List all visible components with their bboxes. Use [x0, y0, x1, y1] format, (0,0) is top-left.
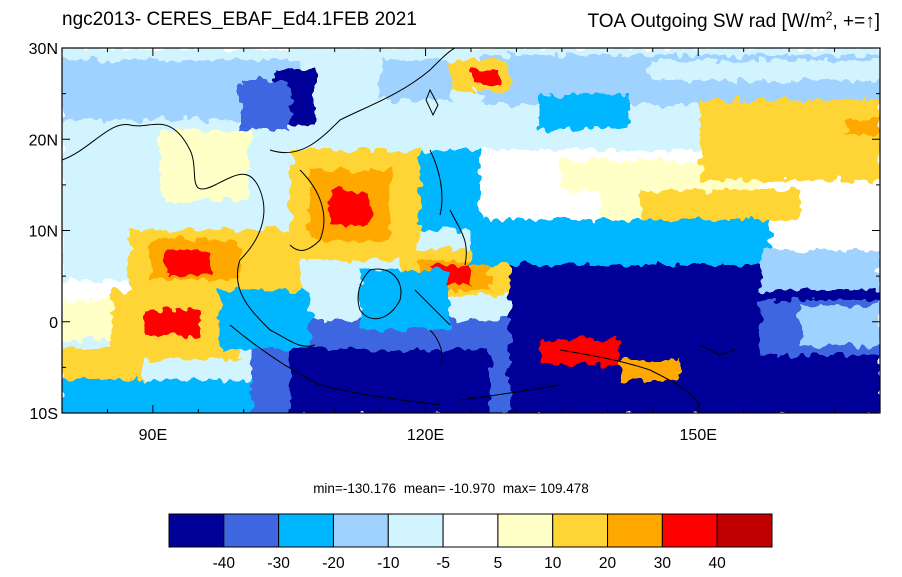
colorbar-swatch [387, 513, 444, 548]
lon-label: 90E [139, 427, 167, 444]
colorbar-label: -30 [267, 555, 290, 572]
units-superscript: 2 [825, 9, 833, 23]
statistics-line: min=-130.176 mean= -10.970 max= 109.478 [0, 481, 902, 496]
lon-label: 150E [680, 427, 717, 444]
units-close: ] [874, 11, 880, 32]
up-arrow-icon: ↑ [865, 11, 875, 32]
colorbar-swatch [661, 513, 718, 548]
lat-label: 20N [29, 132, 58, 149]
lon-label: 120E [407, 427, 444, 444]
colorbar-swatch [223, 513, 280, 548]
colorbar-swatch [716, 513, 773, 548]
colorbar-swatch [497, 513, 554, 548]
colorbar-label: -5 [436, 555, 450, 572]
lat-label: 0 [49, 315, 58, 332]
colorbar-swatch [168, 513, 225, 548]
colorbar-swatch [607, 513, 663, 548]
colorbar-label: 5 [494, 555, 503, 572]
coastlines [62, 48, 736, 406]
lat-label: 10S [30, 406, 58, 423]
colorbar-swatch [442, 513, 499, 548]
axis-ticks: 30N 20N 10N 0 10S 90E 120E 150E [29, 41, 881, 444]
colorbar-label: 20 [599, 555, 617, 572]
stat-min: min=-130.176 [313, 481, 397, 496]
colorbar-swatch [552, 513, 609, 548]
colorbar-label: -40 [213, 555, 236, 572]
units-tail: , += [832, 11, 866, 32]
colorbar-label: 30 [654, 555, 672, 572]
map-panel: 30N 20N 10N 0 10S 90E 120E 150E [29, 41, 881, 444]
lat-label: 30N [29, 41, 58, 58]
colorbar-label: 10 [544, 555, 562, 572]
data-field [62, 48, 880, 413]
colorbar-label: -10 [377, 555, 400, 572]
units-main: TOA Outgoing SW rad [W/m [587, 11, 826, 32]
plot-title-right: TOA Outgoing SW rad [W/m2, +=↑] [588, 9, 881, 33]
lat-label: 10N [29, 224, 58, 241]
stat-max: max= 109.478 [502, 481, 589, 496]
plot-title-left: ngc2013- CERES_EBAF_Ed4.1FEB 2021 [62, 9, 417, 30]
colorbar-label: -20 [322, 555, 345, 572]
colorbar-swatch [332, 513, 389, 548]
colorbar-swatch [278, 513, 334, 548]
stat-mean: mean= -10.970 [403, 481, 496, 496]
colorbar-label: 40 [709, 555, 727, 572]
